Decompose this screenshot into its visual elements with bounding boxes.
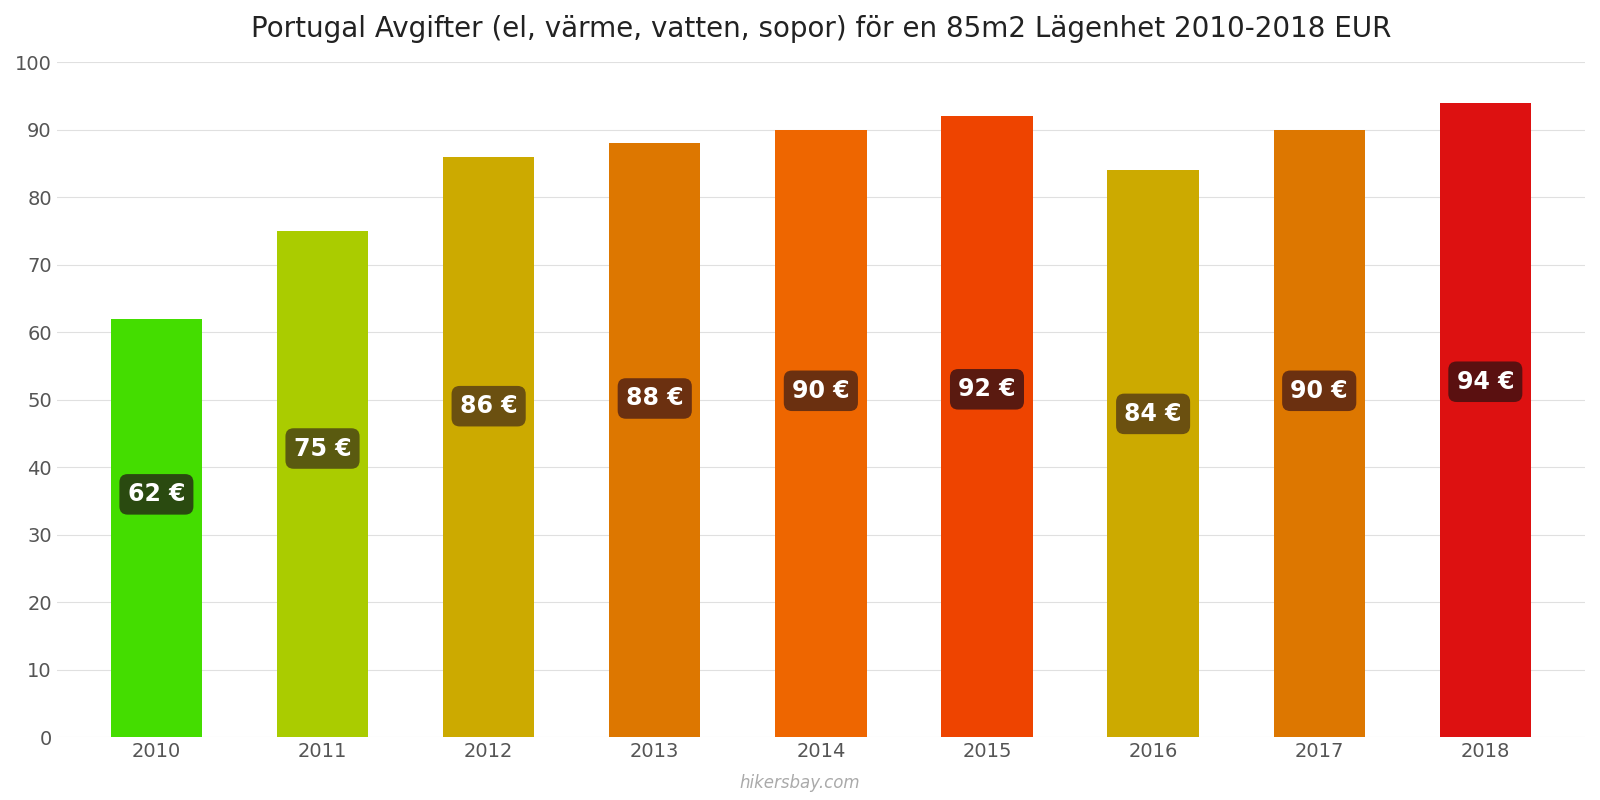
- Text: 90 €: 90 €: [792, 378, 850, 402]
- Text: hikersbay.com: hikersbay.com: [739, 774, 861, 792]
- Text: 86 €: 86 €: [459, 394, 517, 418]
- Text: 88 €: 88 €: [626, 386, 683, 410]
- Title: Portugal Avgifter (el, värme, vatten, sopor) för en 85m2 Lägenhet 2010-2018 EUR: Portugal Avgifter (el, värme, vatten, so…: [251, 15, 1390, 43]
- Text: 90 €: 90 €: [1291, 378, 1349, 402]
- Bar: [774, 130, 867, 737]
- Bar: [1107, 170, 1198, 737]
- Text: 84 €: 84 €: [1125, 402, 1182, 426]
- Text: 94 €: 94 €: [1456, 370, 1514, 394]
- Text: 62 €: 62 €: [128, 482, 186, 506]
- Bar: [443, 157, 534, 737]
- Bar: [1440, 102, 1531, 737]
- Bar: [277, 230, 368, 737]
- Bar: [1274, 130, 1365, 737]
- Text: 92 €: 92 €: [958, 378, 1016, 402]
- Bar: [110, 318, 202, 737]
- Bar: [610, 143, 701, 737]
- Bar: [941, 116, 1032, 737]
- Text: 75 €: 75 €: [294, 437, 352, 461]
